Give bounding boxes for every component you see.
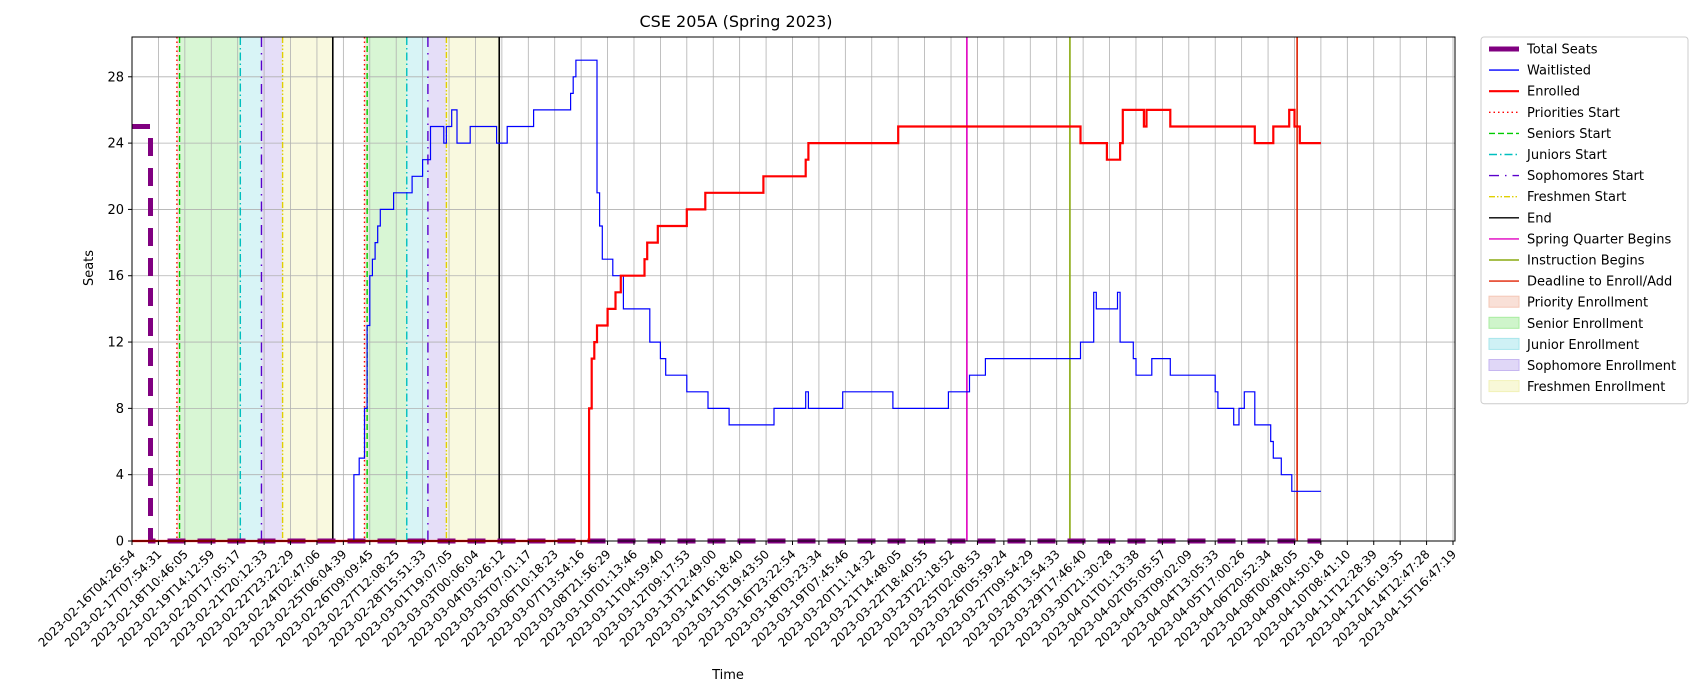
- y-tick-label: 20: [107, 203, 124, 218]
- shaded-period: [179, 37, 241, 541]
- series-line: [132, 59, 1321, 542]
- shaded-period: [176, 37, 180, 541]
- y-tick-label: 16: [107, 269, 124, 284]
- legend-label: Sophomores Start: [1527, 169, 1644, 184]
- legend-label: Deadline to Enroll/Add: [1527, 275, 1672, 290]
- plot-area: 04812162024282023-02-16T04:26:542023-02-…: [36, 36, 1459, 650]
- y-tick-label: 28: [107, 70, 124, 85]
- chart-title: CSE 205A (Spring 2023): [639, 12, 832, 31]
- legend-label: Spring Quarter Begins: [1527, 232, 1671, 247]
- legend-label: Total Seats: [1526, 43, 1598, 58]
- shaded-period: [261, 37, 283, 541]
- legend-label: Enrolled: [1527, 85, 1580, 100]
- legend-swatch: [1488, 359, 1520, 371]
- legend: Total Seats Waitlisted Enrolled Priorities …: [1480, 36, 1689, 405]
- y-tick-label: 4: [116, 468, 124, 483]
- legend-swatch: [1488, 295, 1520, 308]
- shaded-period: [367, 37, 407, 541]
- shaded-period: [446, 37, 500, 541]
- axes-frame: [131, 36, 1456, 542]
- legend-box: [1480, 36, 1689, 405]
- legend-label: End: [1527, 211, 1552, 226]
- shaded-period: [427, 37, 447, 541]
- legend-swatch: [1488, 316, 1520, 329]
- y-tick-label: 0: [116, 535, 124, 550]
- legend-label: Priorities Start: [1527, 106, 1620, 121]
- shaded-period: [282, 37, 333, 541]
- y-axis-label: Seats: [82, 250, 97, 286]
- x-axis-label: Time: [711, 668, 744, 683]
- legend-label: Juniors Start: [1526, 148, 1607, 163]
- y-tick-label: 8: [116, 402, 124, 417]
- shaded-period: [240, 37, 262, 541]
- legend-swatch: [1488, 337, 1520, 350]
- legend-label: Priority Enrollment: [1527, 296, 1648, 311]
- legend-swatch: [1488, 380, 1520, 393]
- legend-label: Seniors Start: [1527, 127, 1611, 142]
- series-line: [132, 108, 1321, 543]
- shaded-period: [364, 37, 368, 541]
- y-tick-label: 12: [107, 336, 124, 351]
- legend-label: Senior Enrollment: [1527, 317, 1643, 332]
- legend-label: Freshmen Enrollment: [1527, 380, 1665, 395]
- legend-label: Freshmen Start: [1527, 190, 1626, 205]
- legend-label: Sophomore Enrollment: [1527, 359, 1676, 374]
- shaded-period: [406, 37, 428, 541]
- legend-label: Junior Enrollment: [1526, 338, 1639, 353]
- legend-label: Waitlisted: [1527, 64, 1591, 79]
- legend-label: Instruction Begins: [1527, 254, 1645, 269]
- y-tick-label: 24: [107, 137, 124, 152]
